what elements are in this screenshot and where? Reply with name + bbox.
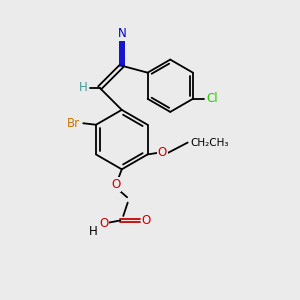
Text: CH₂CH₃: CH₂CH₃ — [190, 138, 229, 148]
Text: O: O — [158, 146, 167, 160]
Text: H: H — [89, 225, 98, 238]
Text: H: H — [79, 81, 88, 94]
Text: Cl: Cl — [206, 92, 218, 105]
Text: O: O — [99, 217, 109, 230]
Text: O: O — [111, 178, 120, 191]
Text: O: O — [142, 214, 151, 227]
Text: N: N — [117, 27, 126, 40]
Text: ethyl: ethyl — [191, 138, 217, 148]
Text: Br: Br — [67, 117, 80, 130]
